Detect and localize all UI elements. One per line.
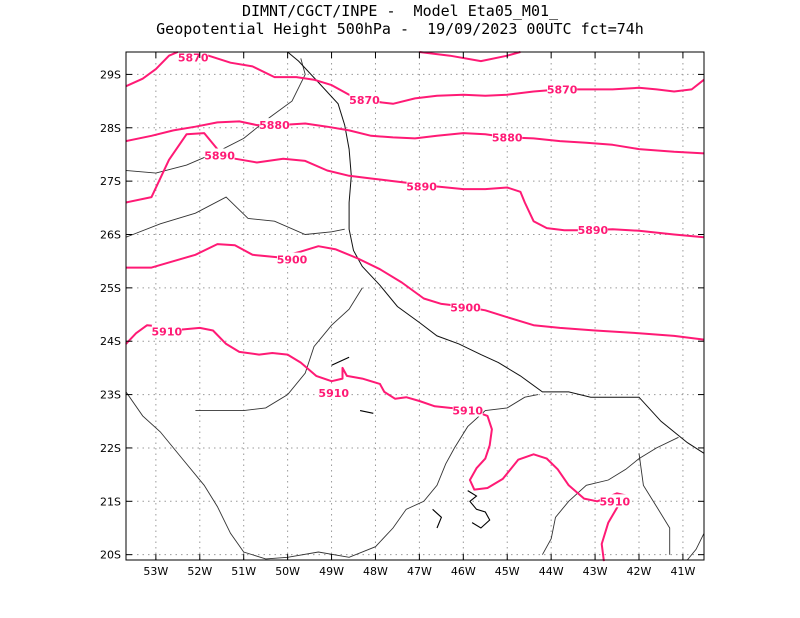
border-line <box>125 58 306 174</box>
y-tick-label: 22S <box>100 442 121 455</box>
contour-label: 5910 <box>318 387 349 400</box>
contour-label: 5890 <box>406 180 437 193</box>
x-tick-label: 48W <box>363 565 388 578</box>
reservoir <box>359 410 374 414</box>
border-line <box>125 196 345 238</box>
x-tick-label: 45W <box>495 565 520 578</box>
height-contours <box>125 51 705 562</box>
x-tick-label: 52W <box>187 565 212 578</box>
coastline <box>287 51 705 454</box>
political-borders <box>125 58 705 561</box>
y-tick-label: 26S <box>100 228 121 241</box>
chart-title: DIMNT/CGCT/INPE - Model Eta05_M01_ Geopo… <box>0 2 800 38</box>
x-tick-label: 41W <box>670 565 695 578</box>
title-line-1: DIMNT/CGCT/INPE - Model Eta05_M01_ <box>241 2 559 20</box>
x-tick-label: 42W <box>627 565 652 578</box>
contour-label: 5910 <box>152 326 183 339</box>
contour-label-bg <box>349 93 380 107</box>
contour-label-bg <box>492 130 523 144</box>
contour-5880 <box>125 120 705 155</box>
contour-label: 5900 <box>450 302 481 315</box>
y-tick-label: 23S <box>100 389 121 402</box>
contour-5870 <box>195 51 705 105</box>
contour-5870 <box>125 51 179 88</box>
x-tick-label: 43W <box>583 565 608 578</box>
contour-labels: 5910 5910 5910 5910 5900 5900 5890 5890 5890 5880… <box>151 50 631 508</box>
x-tick-label: 47W <box>407 565 432 578</box>
contour-5900 <box>126 243 705 341</box>
contour-label: 5910 <box>452 405 483 418</box>
contour-label-bg <box>577 223 608 237</box>
x-tick-label: 44W <box>539 565 564 578</box>
y-tick-label: 29S <box>100 68 121 81</box>
contour-label: 5910 <box>600 495 631 508</box>
title-line-2: Geopotential Height 500hPa - 19/09/2023 … <box>156 20 644 38</box>
x-tick-label: 51W <box>231 565 256 578</box>
contour-label-bg <box>259 118 290 132</box>
x-tick-label: 49W <box>319 565 344 578</box>
coastline-path <box>287 51 705 454</box>
contour-label: 5870 <box>349 94 380 107</box>
contour-label-bg <box>452 403 483 417</box>
contour-label-bg <box>277 252 308 266</box>
border-line <box>638 453 671 555</box>
contour-label: 5900 <box>277 254 308 267</box>
x-tick-label: 50W <box>275 565 300 578</box>
x-tick-label: 46W <box>451 565 476 578</box>
contour-label: 5890 <box>578 224 609 237</box>
reservoir <box>432 508 443 529</box>
contour-label-bg <box>450 300 481 314</box>
contour-label-bg <box>178 50 209 64</box>
axes: 53W 52W 51W 50W 49W 48W 47W 46W 45W 44W 43W 42W 41W 2… <box>100 52 704 578</box>
y-tick-label: 24S <box>100 335 121 348</box>
border-line <box>542 436 679 555</box>
contour-label: 5870 <box>547 83 578 96</box>
contour-label-bg <box>547 82 578 96</box>
map-frame <box>125 51 705 561</box>
contour-label: 5870 <box>178 51 209 64</box>
contour-line <box>419 51 521 63</box>
contour-label-bg <box>406 179 437 193</box>
y-tick-label: 20S <box>100 549 121 562</box>
contour-label-bg <box>151 324 182 338</box>
x-tick-label: 53W <box>143 565 168 578</box>
contour-label-bg <box>204 148 235 162</box>
contour-5910 <box>125 324 629 562</box>
y-tick-label: 25S <box>100 282 121 295</box>
reservoir <box>467 490 491 529</box>
y-tick-label: 28S <box>100 122 121 135</box>
y-tick-label: 27S <box>100 175 121 188</box>
reservoir <box>331 356 350 366</box>
contour-label-bg <box>318 385 349 399</box>
contour-label-bg <box>599 494 630 508</box>
y-tick-label: 21S <box>100 495 121 508</box>
gridlines <box>126 52 704 560</box>
contour-label: 5880 <box>492 131 523 144</box>
border-line <box>686 533 705 561</box>
border-line <box>195 287 363 412</box>
border-line <box>125 391 539 560</box>
contour-label: 5880 <box>259 119 290 132</box>
contour-label: 5890 <box>204 150 235 163</box>
